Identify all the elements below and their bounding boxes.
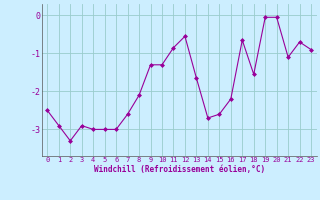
X-axis label: Windchill (Refroidissement éolien,°C): Windchill (Refroidissement éolien,°C) <box>94 165 265 174</box>
